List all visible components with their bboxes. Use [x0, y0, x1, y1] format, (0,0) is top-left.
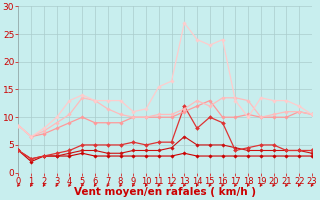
X-axis label: Vent moyen/en rafales ( km/h ): Vent moyen/en rafales ( km/h ) — [74, 187, 256, 197]
